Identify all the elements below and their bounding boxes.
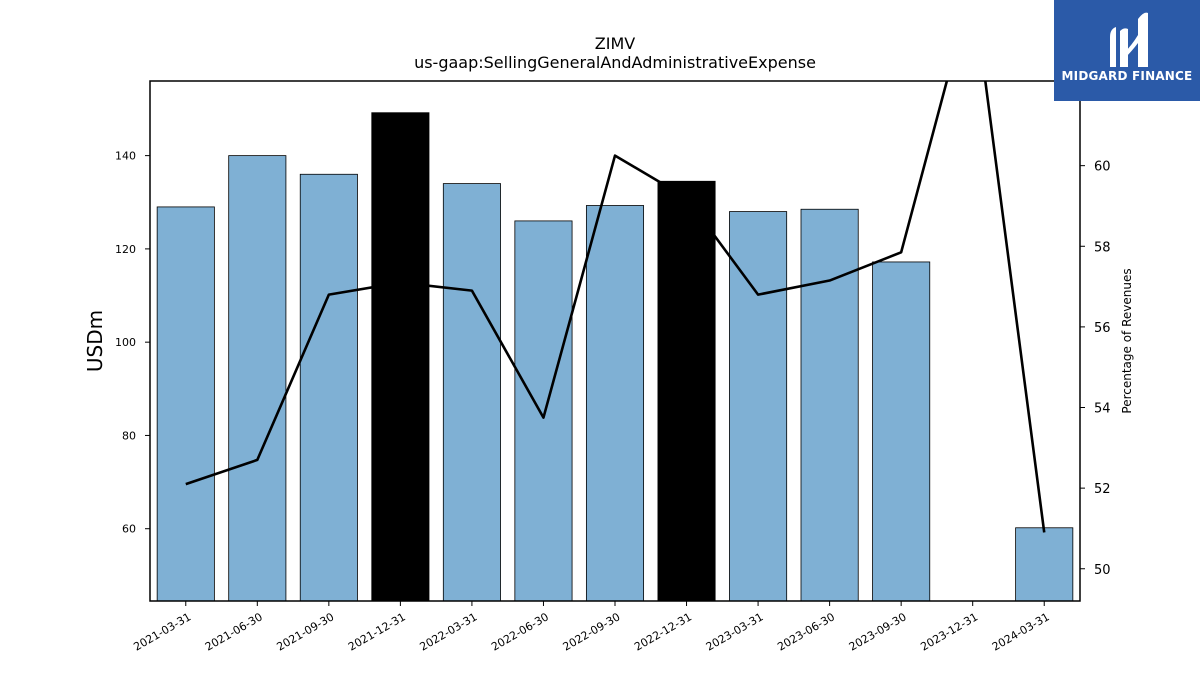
x-axis: 2021-03-31 2021-06-30 2021-09-30 2021-12-31…	[131, 601, 1052, 654]
bars-group	[156, 112, 1074, 602]
x-tick-label: 2021-09-30	[274, 610, 336, 653]
y-axis-label-left: USDm	[83, 310, 107, 372]
y-tick-left-label: 140	[115, 150, 136, 163]
x-tick-label: 2022-09-30	[561, 610, 623, 653]
y-tick-right-label: 52	[1094, 482, 1111, 497]
y-axis-left: 60 80 100 120 140	[115, 150, 150, 536]
line-group	[185, 81, 1046, 533]
y-tick-left-label: 100	[115, 336, 136, 349]
bar-2022-03-31	[442, 183, 501, 602]
x-tick-label: 2022-06-30	[489, 610, 551, 653]
bar-2023-09-30	[872, 261, 931, 602]
x-tick-label: 2021-03-31	[131, 610, 193, 653]
bar-2021-06-30	[228, 155, 287, 602]
bar-2021-12-31	[371, 112, 430, 602]
y-tick-right-label: 50	[1094, 563, 1111, 578]
bar-2021-09-30	[299, 173, 358, 602]
brand-logo: MIDGARD FINANCE	[1054, 0, 1200, 101]
x-tick-label: 2021-06-30	[203, 610, 265, 653]
y-tick-right-label: 54	[1094, 402, 1111, 417]
y-tick-left-label: 120	[115, 243, 136, 256]
x-tick-label: 2021-12-31	[346, 610, 408, 653]
x-tick-label: 2023-03-31	[704, 610, 766, 653]
y-axis-label-right: Percentage of Revenues	[1120, 268, 1134, 413]
logo-text: MIDGARD FINANCE	[1061, 69, 1193, 83]
bar-2021-03-31	[156, 206, 215, 602]
y-tick-right-label: 60	[1094, 160, 1111, 175]
x-tick-label: 2023-06-30	[775, 610, 837, 653]
y-tick-left-label: 60	[122, 523, 136, 536]
bar-2024-03-31	[1015, 527, 1074, 602]
y-axis-right: 50 52 54 56 58 60	[1080, 160, 1111, 578]
x-tick-label: 2022-03-31	[418, 610, 480, 653]
midgard-logo-icon	[1110, 12, 1148, 68]
y-tick-right-label: 58	[1094, 240, 1111, 255]
bar-2023-06-30	[800, 208, 859, 602]
bar-2022-09-30	[585, 205, 645, 602]
y-tick-right-label: 56	[1094, 321, 1111, 336]
y-tick-left-label: 80	[122, 429, 136, 442]
chart-title: ZIMV	[595, 34, 635, 53]
x-tick-label: 2023-12-31	[918, 610, 980, 653]
bar-2023-03-31	[729, 211, 788, 602]
bar-2022-12-31	[657, 180, 716, 602]
x-tick-label: 2023-09-30	[847, 610, 909, 653]
bar-2022-06-30	[514, 220, 573, 602]
x-tick-label: 2022-12-31	[632, 610, 694, 653]
percentage-line	[185, 81, 1046, 533]
chart-subtitle: us-gaap:SellingGeneralAndAdministrativeE…	[414, 53, 816, 72]
x-tick-label: 2024-03-31	[990, 610, 1052, 653]
